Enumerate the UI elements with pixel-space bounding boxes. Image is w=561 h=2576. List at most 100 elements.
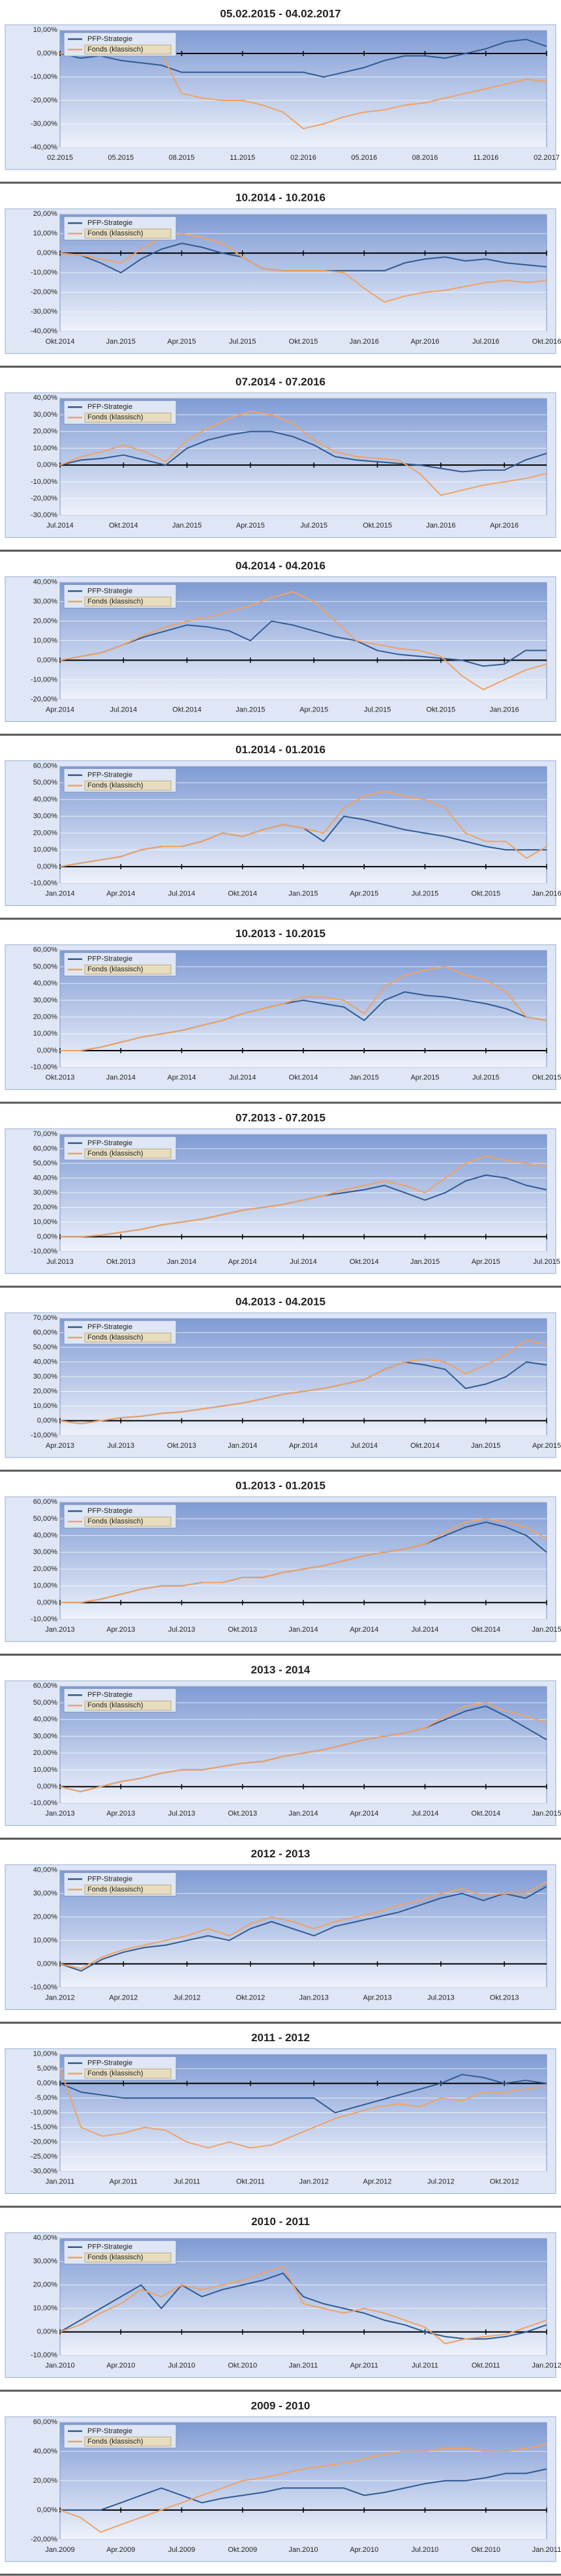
- x-tick-label: Okt.2015: [427, 706, 456, 713]
- y-tick-label: 50,00%: [33, 1699, 58, 1707]
- x-tick-label: Okt.2014: [172, 706, 202, 713]
- legend-highlight: [84, 1516, 172, 1527]
- x-tick-label: Jul.2016: [472, 338, 500, 346]
- x-tick-label: Jul.2011: [412, 2362, 438, 2370]
- y-tick-label: 0,00%: [37, 249, 57, 257]
- y-tick-label: 0,00%: [37, 1782, 57, 1790]
- y-tick-label: 0,00%: [37, 1598, 57, 1606]
- x-tick-label: Jul.2013: [168, 1626, 196, 1634]
- y-tick-label: 0,00%: [37, 2506, 57, 2514]
- legend-highlight: [84, 1884, 172, 1895]
- x-tick-label: Jan.2016: [426, 522, 455, 530]
- y-tick-label: -10,00%: [31, 73, 57, 81]
- y-tick-label: -5,00%: [35, 2094, 57, 2102]
- legend-highlight: [84, 412, 172, 423]
- series-line: [59, 2068, 547, 2149]
- legend-label: Fonds (klassisch): [87, 1885, 144, 1893]
- x-tick-label: Okt.2015: [471, 890, 500, 897]
- x-tick-label: 02.2015: [47, 154, 73, 162]
- chart-title: 2010 - 2011: [251, 2215, 310, 2228]
- x-tick-label: Okt.2013: [167, 1442, 196, 1450]
- y-tick-label: 60,00%: [33, 1145, 58, 1152]
- legend-label: Fonds (klassisch): [87, 46, 144, 53]
- x-tick-label: 08.2016: [412, 154, 438, 162]
- y-tick-label: 30,00%: [33, 597, 58, 605]
- legend-label: Fonds (klassisch): [87, 230, 144, 237]
- legend-highlight: [84, 1148, 172, 1159]
- y-tick-label: 60,00%: [33, 1328, 58, 1336]
- x-tick-label: Jul.2013: [427, 1994, 455, 2001]
- x-tick-label: Apr.2014: [106, 890, 135, 897]
- legend-label: Fonds (klassisch): [87, 413, 144, 421]
- y-tick-label: 30,00%: [33, 1373, 58, 1381]
- legend-highlight: [84, 2436, 172, 2447]
- y-tick-label: -10,00%: [31, 269, 57, 277]
- x-tick-label: Apr.2016: [410, 338, 439, 346]
- x-tick-label: Okt.2015: [289, 338, 318, 346]
- chart-panel: 2011 - 2012 10,00% 5,00% 0,00% -5,00% -10,00%…: [0, 2031, 561, 2208]
- y-tick-label: 10,00%: [33, 637, 58, 644]
- x-tick-label: Jul.2013: [168, 1810, 196, 1818]
- chart-panel: 07.2014 - 07.2016 40,00% 30,00% 20,00% 10,00…: [0, 376, 561, 552]
- series-line: [59, 2443, 547, 2533]
- x-tick-label: Jan.2015: [532, 1626, 561, 1634]
- series-line: [59, 430, 547, 473]
- chart-title: 2013 - 2014: [251, 1664, 311, 1676]
- x-tick-label: Jul.2013: [46, 1258, 74, 1266]
- series-line: [59, 2265, 547, 2344]
- y-tick-label: 20,00%: [33, 829, 58, 837]
- chart-title: 2012 - 2013: [251, 1848, 311, 1860]
- y-tick-label: 10,00%: [33, 2305, 58, 2313]
- x-tick-label: Okt.2014: [471, 1810, 500, 1818]
- y-tick-label: 40,00%: [33, 2234, 58, 2242]
- x-tick-label: Jan.2014: [167, 1258, 196, 1266]
- y-tick-label: 20,00%: [33, 428, 58, 436]
- legend-highlight: [84, 965, 172, 975]
- y-tick-label: -25,00%: [31, 2153, 57, 2161]
- y-tick-label: 30,00%: [33, 2258, 58, 2266]
- x-tick-label: Okt.2014: [471, 1626, 500, 1634]
- x-tick-label: Jul.2015: [364, 706, 391, 713]
- legend-highlight: [84, 2069, 172, 2079]
- x-tick-label: Apr.2015: [236, 522, 265, 530]
- y-tick-label: 5,00%: [37, 2065, 57, 2073]
- y-tick-label: 30,00%: [33, 813, 58, 820]
- x-tick-label: Apr.2015: [350, 890, 378, 897]
- y-tick-label: 40,00%: [33, 1866, 58, 1874]
- x-tick-label: Okt.2010: [228, 2362, 257, 2370]
- y-tick-label: 20,00%: [33, 1565, 58, 1573]
- y-tick-label: -10,00%: [31, 1799, 57, 1807]
- legend-label: Fonds (klassisch): [87, 781, 144, 789]
- legend-highlight: [84, 2253, 172, 2263]
- chart-panel: 07.2013 - 07.2015 70,00% 60,00% 50,00% 40,00…: [0, 1111, 561, 1288]
- y-tick-label: -10,00%: [31, 478, 57, 486]
- y-tick-label: 20,00%: [33, 1913, 58, 1921]
- legend-label: PFP-Strategie: [87, 219, 132, 227]
- y-tick-label: -10,00%: [31, 1248, 57, 1255]
- x-tick-label: Jan.2014: [228, 1442, 257, 1450]
- x-tick-label: Jan.2013: [45, 1626, 74, 1634]
- y-tick-label: 20,00%: [33, 1387, 58, 1395]
- legend-label: Fonds (klassisch): [87, 1518, 144, 1525]
- chart-title: 10.2014 - 10.2016: [235, 192, 326, 204]
- x-tick-label: 08.2015: [169, 154, 195, 162]
- y-tick-label: -15,00%: [31, 2123, 57, 2131]
- legend-label: PFP-Strategie: [87, 35, 132, 43]
- x-tick-label: Apr.2013: [106, 1810, 135, 1818]
- x-tick-label: Jan.2015: [350, 1074, 379, 1082]
- x-tick-label: Okt.2013: [490, 1994, 519, 2001]
- x-tick-label: Jul.2009: [168, 2546, 196, 2554]
- y-tick-label: -10,00%: [31, 2108, 57, 2116]
- legend-label: Fonds (klassisch): [87, 1334, 144, 1341]
- x-tick-label: Apr.2015: [299, 706, 328, 713]
- y-tick-label: 20,00%: [33, 617, 58, 625]
- x-tick-label: Apr.2014: [350, 1626, 378, 1634]
- series-line: [59, 1881, 547, 1969]
- x-tick-label: Apr.2014: [289, 1442, 318, 1450]
- y-tick-label: -20,00%: [31, 2138, 57, 2146]
- x-tick-label: Okt.2009: [228, 2546, 257, 2554]
- legend-label: Fonds (klassisch): [87, 966, 144, 974]
- y-tick-label: 10,00%: [33, 1582, 58, 1590]
- y-tick-label: 0,00%: [37, 461, 57, 469]
- chart-panel: 05.02.2015 - 04.02.2017 10,00% 0,00% -10,00…: [0, 7, 561, 184]
